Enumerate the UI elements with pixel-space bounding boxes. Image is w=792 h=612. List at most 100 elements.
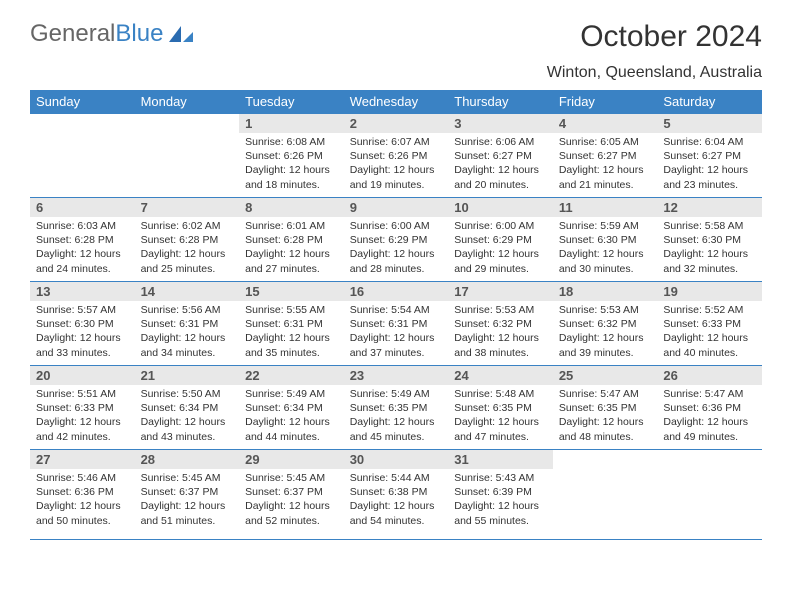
sunrise-text: Sunrise: 5:54 AM xyxy=(350,303,443,317)
weekday-header: Sunday xyxy=(30,90,135,114)
day-details: Sunrise: 6:03 AMSunset: 6:28 PMDaylight:… xyxy=(30,217,135,280)
daylight-text: Daylight: 12 hours and 47 minutes. xyxy=(454,415,547,443)
sunset-text: Sunset: 6:33 PM xyxy=(36,401,129,415)
sunset-text: Sunset: 6:31 PM xyxy=(350,317,443,331)
calendar-cell: 11Sunrise: 5:59 AMSunset: 6:30 PMDayligh… xyxy=(553,198,658,282)
daylight-text: Daylight: 12 hours and 52 minutes. xyxy=(245,499,338,527)
sunrise-text: Sunrise: 5:51 AM xyxy=(36,387,129,401)
day-details: Sunrise: 5:45 AMSunset: 6:37 PMDaylight:… xyxy=(135,469,240,532)
daylight-text: Daylight: 12 hours and 45 minutes. xyxy=(350,415,443,443)
day-details: Sunrise: 5:46 AMSunset: 6:36 PMDaylight:… xyxy=(30,469,135,532)
sunrise-text: Sunrise: 5:56 AM xyxy=(141,303,234,317)
daylight-text: Daylight: 12 hours and 34 minutes. xyxy=(141,331,234,359)
weekday-header: Wednesday xyxy=(344,90,449,114)
daylight-text: Daylight: 12 hours and 30 minutes. xyxy=(559,247,652,275)
day-details: Sunrise: 6:01 AMSunset: 6:28 PMDaylight:… xyxy=(239,217,344,280)
sunrise-text: Sunrise: 5:45 AM xyxy=(141,471,234,485)
day-number: 30 xyxy=(344,450,449,469)
calendar-cell: 18Sunrise: 5:53 AMSunset: 6:32 PMDayligh… xyxy=(553,282,658,366)
daylight-text: Daylight: 12 hours and 20 minutes. xyxy=(454,163,547,191)
calendar-week: 1Sunrise: 6:08 AMSunset: 6:26 PMDaylight… xyxy=(30,114,762,198)
calendar-week: 6Sunrise: 6:03 AMSunset: 6:28 PMDaylight… xyxy=(30,198,762,282)
calendar-cell: 6Sunrise: 6:03 AMSunset: 6:28 PMDaylight… xyxy=(30,198,135,282)
calendar-cell: 10Sunrise: 6:00 AMSunset: 6:29 PMDayligh… xyxy=(448,198,553,282)
sunset-text: Sunset: 6:29 PM xyxy=(454,233,547,247)
daylight-text: Daylight: 12 hours and 44 minutes. xyxy=(245,415,338,443)
day-details: Sunrise: 5:43 AMSunset: 6:39 PMDaylight:… xyxy=(448,469,553,532)
sunrise-text: Sunrise: 5:47 AM xyxy=(663,387,756,401)
sunrise-text: Sunrise: 5:44 AM xyxy=(350,471,443,485)
calendar-table: SundayMondayTuesdayWednesdayThursdayFrid… xyxy=(30,90,762,540)
sunset-text: Sunset: 6:31 PM xyxy=(245,317,338,331)
daylight-text: Daylight: 12 hours and 50 minutes. xyxy=(36,499,129,527)
sunset-text: Sunset: 6:32 PM xyxy=(559,317,652,331)
day-number: 3 xyxy=(448,114,553,133)
day-number: 21 xyxy=(135,366,240,385)
sunset-text: Sunset: 6:30 PM xyxy=(36,317,129,331)
sunrise-text: Sunrise: 6:07 AM xyxy=(350,135,443,149)
day-details: Sunrise: 6:06 AMSunset: 6:27 PMDaylight:… xyxy=(448,133,553,196)
day-number: 4 xyxy=(553,114,658,133)
calendar-cell: 12Sunrise: 5:58 AMSunset: 6:30 PMDayligh… xyxy=(657,198,762,282)
sunset-text: Sunset: 6:31 PM xyxy=(141,317,234,331)
day-number: 16 xyxy=(344,282,449,301)
day-details: Sunrise: 5:49 AMSunset: 6:34 PMDaylight:… xyxy=(239,385,344,448)
calendar-cell: 4Sunrise: 6:05 AMSunset: 6:27 PMDaylight… xyxy=(553,114,658,198)
sunset-text: Sunset: 6:38 PM xyxy=(350,485,443,499)
page-title: October 2024 xyxy=(547,20,762,54)
day-details: Sunrise: 5:48 AMSunset: 6:35 PMDaylight:… xyxy=(448,385,553,448)
daylight-text: Daylight: 12 hours and 39 minutes. xyxy=(559,331,652,359)
day-number: 31 xyxy=(448,450,553,469)
sunset-text: Sunset: 6:37 PM xyxy=(245,485,338,499)
calendar-cell: 30Sunrise: 5:44 AMSunset: 6:38 PMDayligh… xyxy=(344,450,449,540)
daylight-text: Daylight: 12 hours and 19 minutes. xyxy=(350,163,443,191)
day-number: 18 xyxy=(553,282,658,301)
location-text: Winton, Queensland, Australia xyxy=(547,64,762,82)
sunrise-text: Sunrise: 5:52 AM xyxy=(663,303,756,317)
day-number: 29 xyxy=(239,450,344,469)
calendar-cell: 19Sunrise: 5:52 AMSunset: 6:33 PMDayligh… xyxy=(657,282,762,366)
calendar-cell: 17Sunrise: 5:53 AMSunset: 6:32 PMDayligh… xyxy=(448,282,553,366)
weekday-header: Monday xyxy=(135,90,240,114)
sunset-text: Sunset: 6:36 PM xyxy=(663,401,756,415)
day-details: Sunrise: 6:00 AMSunset: 6:29 PMDaylight:… xyxy=(448,217,553,280)
day-details: Sunrise: 6:00 AMSunset: 6:29 PMDaylight:… xyxy=(344,217,449,280)
sunset-text: Sunset: 6:27 PM xyxy=(663,149,756,163)
day-details: Sunrise: 5:56 AMSunset: 6:31 PMDaylight:… xyxy=(135,301,240,364)
day-number: 10 xyxy=(448,198,553,217)
day-details: Sunrise: 5:55 AMSunset: 6:31 PMDaylight:… xyxy=(239,301,344,364)
calendar-cell: 26Sunrise: 5:47 AMSunset: 6:36 PMDayligh… xyxy=(657,366,762,450)
day-number: 25 xyxy=(553,366,658,385)
sunrise-text: Sunrise: 5:48 AM xyxy=(454,387,547,401)
day-details: Sunrise: 6:04 AMSunset: 6:27 PMDaylight:… xyxy=(657,133,762,196)
day-details: Sunrise: 5:53 AMSunset: 6:32 PMDaylight:… xyxy=(553,301,658,364)
sunrise-text: Sunrise: 6:03 AM xyxy=(36,219,129,233)
daylight-text: Daylight: 12 hours and 33 minutes. xyxy=(36,331,129,359)
day-details: Sunrise: 5:53 AMSunset: 6:32 PMDaylight:… xyxy=(448,301,553,364)
sunset-text: Sunset: 6:37 PM xyxy=(141,485,234,499)
day-number: 2 xyxy=(344,114,449,133)
daylight-text: Daylight: 12 hours and 51 minutes. xyxy=(141,499,234,527)
daylight-text: Daylight: 12 hours and 29 minutes. xyxy=(454,247,547,275)
calendar-cell: 28Sunrise: 5:45 AMSunset: 6:37 PMDayligh… xyxy=(135,450,240,540)
day-details: Sunrise: 5:59 AMSunset: 6:30 PMDaylight:… xyxy=(553,217,658,280)
weekday-header: Tuesday xyxy=(239,90,344,114)
sunrise-text: Sunrise: 5:47 AM xyxy=(559,387,652,401)
day-number: 14 xyxy=(135,282,240,301)
weekday-header: Saturday xyxy=(657,90,762,114)
sunrise-text: Sunrise: 5:57 AM xyxy=(36,303,129,317)
sunrise-text: Sunrise: 5:53 AM xyxy=(454,303,547,317)
logo-text-blue: Blue xyxy=(115,20,163,48)
day-number: 13 xyxy=(30,282,135,301)
day-details: Sunrise: 5:58 AMSunset: 6:30 PMDaylight:… xyxy=(657,217,762,280)
logo-sail-icon xyxy=(167,24,195,44)
sunrise-text: Sunrise: 5:50 AM xyxy=(141,387,234,401)
daylight-text: Daylight: 12 hours and 48 minutes. xyxy=(559,415,652,443)
day-number: 1 xyxy=(239,114,344,133)
sunset-text: Sunset: 6:39 PM xyxy=(454,485,547,499)
sunset-text: Sunset: 6:29 PM xyxy=(350,233,443,247)
daylight-text: Daylight: 12 hours and 18 minutes. xyxy=(245,163,338,191)
day-number: 12 xyxy=(657,198,762,217)
sunrise-text: Sunrise: 5:53 AM xyxy=(559,303,652,317)
daylight-text: Daylight: 12 hours and 27 minutes. xyxy=(245,247,338,275)
